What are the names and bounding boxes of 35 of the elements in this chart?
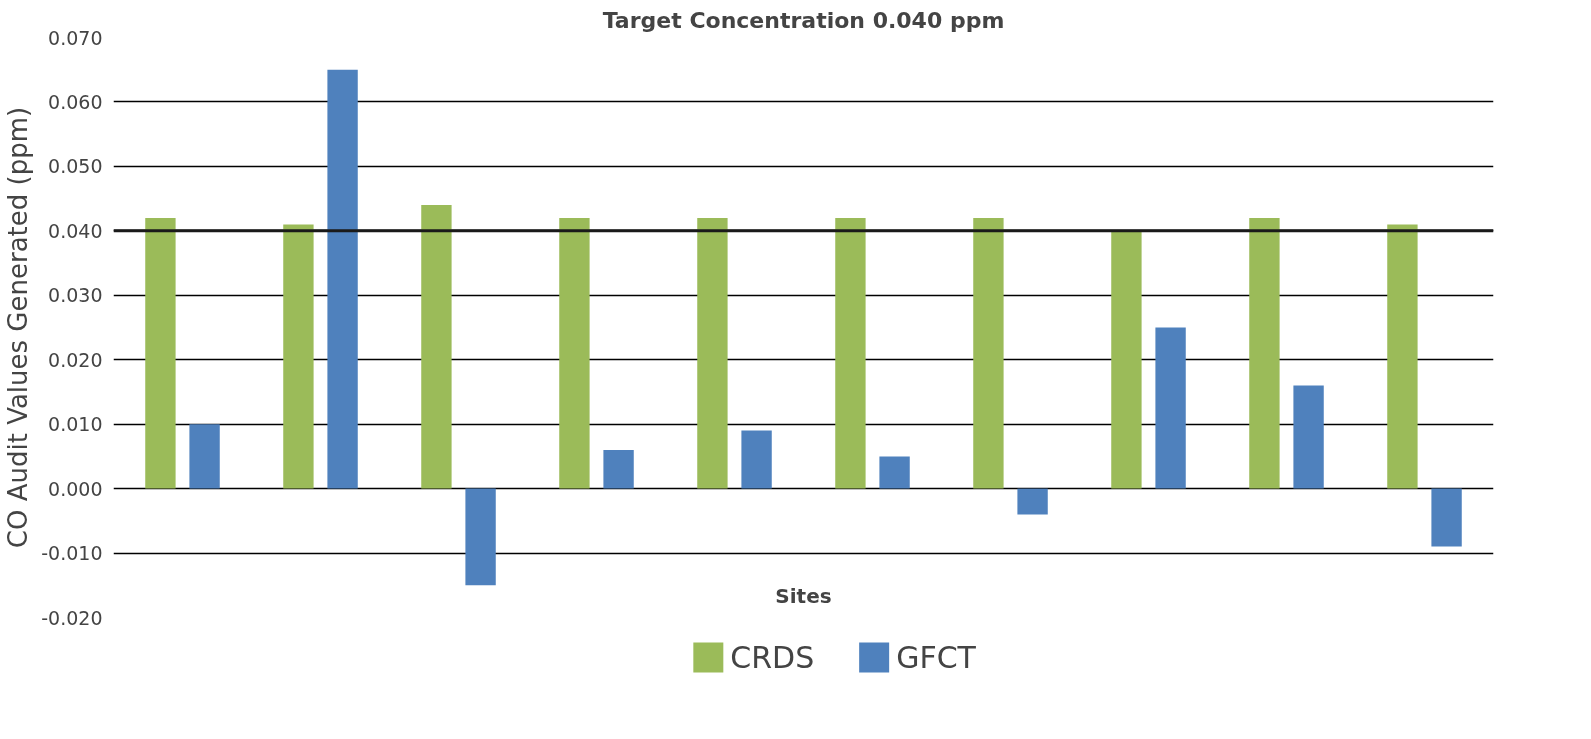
legend-label: GFCT [896,640,977,675]
bar [465,488,496,586]
bar [973,217,1004,489]
bar [421,205,452,489]
bar [603,449,634,489]
bar [1017,488,1048,515]
bar [283,224,314,489]
bar [1387,224,1418,489]
bar [879,456,910,489]
bar [741,430,772,489]
x-axis-title: Sites [775,583,832,608]
bar [327,69,358,489]
bar [1431,488,1462,547]
bar [1155,327,1186,489]
y-tick-label: -0.020 [41,606,103,629]
y-tick-label: 0.030 [48,284,103,307]
y-tick-label: 0.070 [48,26,103,49]
bar [559,217,590,489]
bar [835,217,866,489]
y-tick-label: 0.050 [48,155,103,178]
y-tick-label: 0.010 [48,413,103,436]
y-tick-label: -0.010 [41,542,103,565]
y-tick-label: 0.040 [48,219,103,242]
y-tick-label: 0.000 [48,477,103,500]
bar [697,217,728,489]
y-tick-label: 0.060 [48,90,103,113]
bar [1293,385,1324,489]
y-axis-title: CO Audit Values Generated (ppm) [3,106,34,549]
bar [189,424,220,489]
bar [145,217,176,489]
legend-label: CRDS [730,640,815,675]
chart-title: Target Concentration 0.040 ppm [602,7,1005,33]
y-tick-label: 0.020 [48,348,103,371]
bar [1249,217,1280,489]
bar [1111,230,1142,489]
